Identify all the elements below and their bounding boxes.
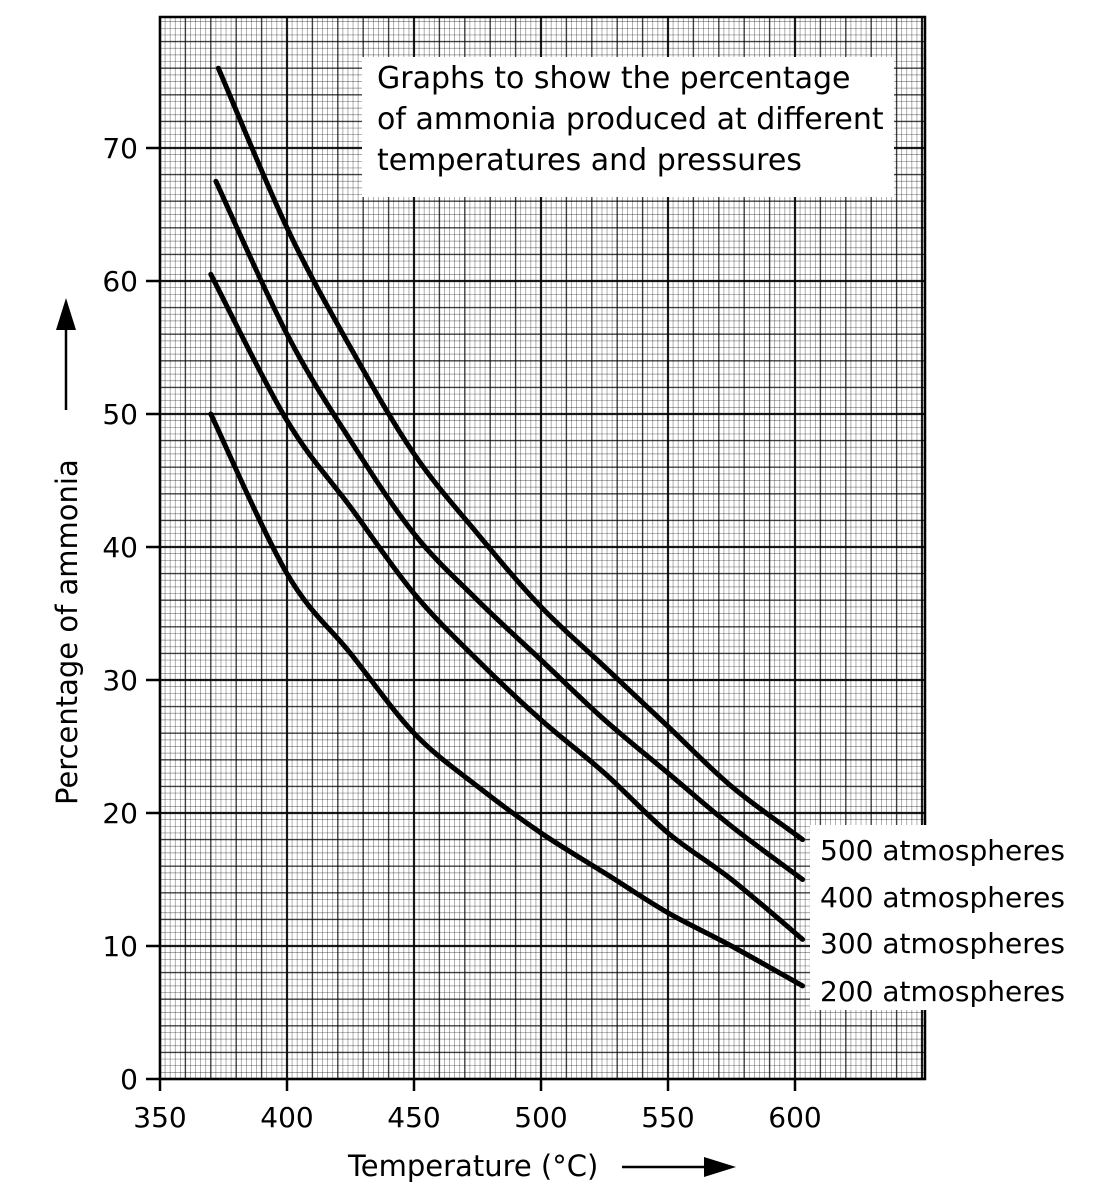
x-tick-label: 550 — [641, 1101, 694, 1134]
x-axis-title: Temperature (°C) — [347, 1149, 598, 1183]
series-line-1 — [213, 178, 806, 882]
x-tick-label: 600 — [768, 1101, 821, 1134]
series-line-0 — [215, 65, 806, 843]
x-tick-label: 500 — [514, 1101, 567, 1134]
y-tick-label: 70 — [102, 132, 138, 165]
chart-title-line-2: of ammonia produced at different — [377, 102, 884, 137]
legend-label-1: 400 atmospheres — [820, 881, 1065, 914]
axis-ticks: 350 400 450 500 550 600 0 10 20 30 40 50 60 70 — [102, 132, 821, 1134]
series-line-2 — [208, 271, 806, 942]
title-box — [362, 57, 894, 197]
x-tick-label: 450 — [387, 1101, 440, 1134]
series-line-3 — [208, 411, 806, 989]
y-tick-label: 10 — [102, 930, 138, 963]
y-tick-label: 0 — [120, 1063, 138, 1096]
y-axis-arrow — [56, 298, 76, 410]
y-tick-label: 50 — [102, 398, 138, 431]
legend: 500 atmospheres 400 atmospheres 300 atmosp… — [810, 825, 1110, 1010]
legend-background — [810, 825, 1110, 1010]
y-axis-title: Percentage of ammonia — [50, 459, 84, 805]
legend-label-0: 500 atmospheres — [820, 834, 1065, 867]
x-axis-arrow — [622, 1157, 736, 1177]
y-tick-label: 40 — [102, 531, 138, 564]
x-tick-label: 400 — [260, 1101, 313, 1134]
y-tick-label: 20 — [102, 797, 138, 830]
chart-title-line-1: Graphs to show the percentage — [377, 61, 850, 96]
y-tick-label: 30 — [102, 664, 138, 697]
series-lines — [208, 65, 806, 989]
y-tick-label: 60 — [102, 265, 138, 298]
legend-label-2: 300 atmospheres — [820, 927, 1065, 960]
chart-title-line-3: temperatures and pressures — [377, 143, 802, 178]
legend-label-3: 200 atmospheres — [820, 975, 1065, 1008]
x-tick-label: 350 — [133, 1101, 186, 1134]
